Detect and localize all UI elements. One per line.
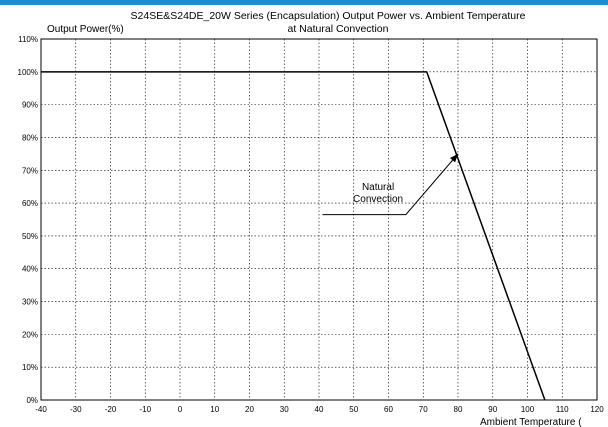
x-tick-label: 70 <box>419 405 428 414</box>
x-tick-label: 30 <box>280 405 289 414</box>
y-tick-label: 80% <box>22 133 38 142</box>
annotation-arrow-head <box>450 153 458 163</box>
x-tick-label: -40 <box>35 405 47 414</box>
top-accent-bar <box>0 0 608 5</box>
x-tick-label: 90 <box>488 405 497 414</box>
grid <box>40 38 598 401</box>
series-layer <box>41 71 546 401</box>
x-tick-label: 120 <box>590 405 604 414</box>
annotation-text: Convection <box>353 194 403 205</box>
x-tick-label: -20 <box>105 405 117 414</box>
y-tick-label: 50% <box>22 232 38 241</box>
x-axis-label: Ambient Temperature ( <box>480 417 582 427</box>
x-tick-label: 0 <box>178 405 183 414</box>
annotation-text: Natural <box>362 182 394 193</box>
y-tick-label: 40% <box>22 265 38 274</box>
x-tick-label: 100 <box>521 405 535 414</box>
y-tick-label: 60% <box>22 199 38 208</box>
x-tick-label: -10 <box>139 405 151 414</box>
x-tick-label: 40 <box>315 405 324 414</box>
series-line <box>41 71 546 401</box>
y-tick-label: 100% <box>18 68 38 77</box>
x-tick-label: 80 <box>454 405 463 414</box>
x-tick-label: 110 <box>556 405 569 414</box>
y-tick-label: 10% <box>22 363 38 372</box>
y-tick-label: 0% <box>26 396 38 405</box>
y-tick-label: 20% <box>22 330 38 339</box>
x-tick-label: 60 <box>384 405 393 414</box>
x-tick-label: 20 <box>245 405 254 414</box>
y-tick-label: 90% <box>22 101 38 110</box>
x-tick-label: 10 <box>210 405 219 414</box>
chart-subtitle: at Natural Convection <box>288 23 389 35</box>
annotation-arrow-line <box>322 153 459 216</box>
x-axis-ticks: -40 -30 -20 -10 0 10 20 30 40 50 60 70 80 90 100 110 120 <box>35 405 604 414</box>
y-tick-label: 110% <box>18 35 38 44</box>
y-tick-label: 30% <box>22 298 38 307</box>
chart-title: S24SE&S24DE_20W Series (Encapsulation) O… <box>131 10 526 22</box>
plot-frame <box>40 38 598 401</box>
y-axis-label: Output Power(%) <box>47 24 124 35</box>
y-tick-label: 70% <box>22 166 38 175</box>
x-tick-label: 50 <box>349 405 358 414</box>
x-tick-label: -30 <box>70 405 82 414</box>
y-axis-ticks: 0% 10% 20% 30% 40% 50% 60% 70% 80% 90% 100% 110% <box>18 35 38 405</box>
